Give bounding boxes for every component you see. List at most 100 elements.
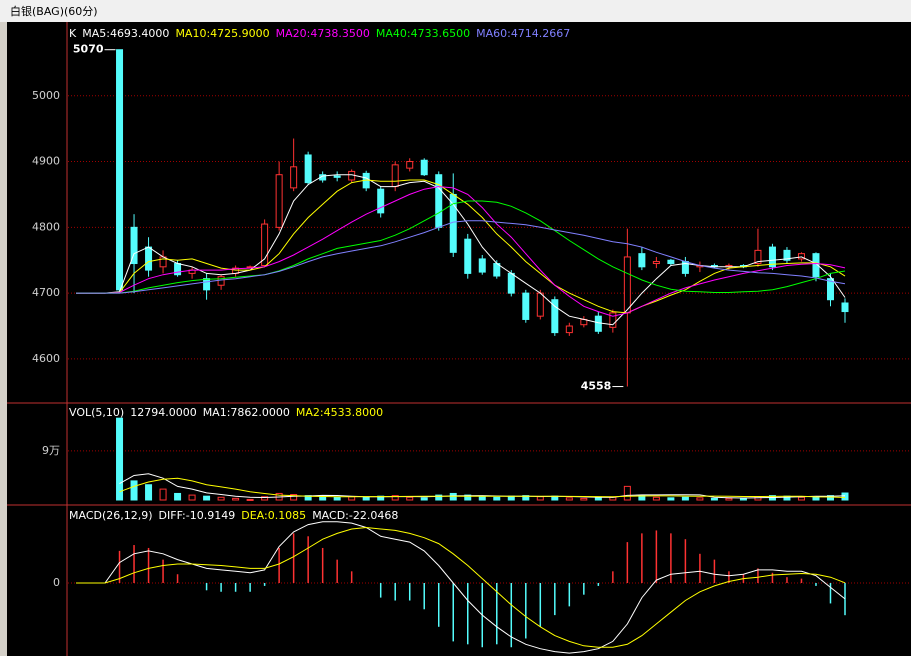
extreme-label: 4558 <box>581 380 612 393</box>
y-tick-label: 4900 <box>32 155 60 168</box>
volume-bar <box>290 494 298 501</box>
candle-body <box>536 292 544 317</box>
volume-bar <box>464 494 472 501</box>
candle-body <box>420 159 428 176</box>
candle-body <box>507 272 515 294</box>
candle-body <box>652 261 660 265</box>
candle-body <box>174 263 182 276</box>
candle-body <box>623 256 631 314</box>
candle-body <box>478 258 486 273</box>
candle-body <box>841 302 849 313</box>
legend-entry: MA10:4725.9000 <box>175 27 269 40</box>
legend-entry: MA5:4693.4000 <box>82 27 169 40</box>
extreme-label: 5070 <box>73 43 104 56</box>
candle-body <box>812 253 820 278</box>
legend-entry: DIFF:-10.9149 <box>159 509 236 522</box>
y-tick-label: 4600 <box>32 352 60 365</box>
candle-body <box>797 253 805 260</box>
volume-bar <box>159 488 167 501</box>
candle-body <box>783 249 791 261</box>
legend-entry: MA2:4533.8000 <box>296 406 383 419</box>
volume-bar <box>667 497 675 501</box>
volume-bar <box>362 496 370 501</box>
candle-body <box>768 246 776 268</box>
left-strip <box>0 22 7 656</box>
candle-body <box>116 49 124 291</box>
candle-body <box>667 259 675 265</box>
legend-entry: MA60:4714.2667 <box>476 27 570 40</box>
y-tick-label: 4800 <box>32 220 60 233</box>
candle-body <box>609 312 617 328</box>
candle-body <box>261 223 269 266</box>
legend-entry: MA40:4733.6500 <box>376 27 470 40</box>
volume-bar <box>841 492 849 501</box>
volume-bar <box>797 496 805 501</box>
ma-line <box>76 186 846 317</box>
volume-bar <box>435 494 443 501</box>
volume-bar <box>145 484 153 501</box>
legend-entry: 12794.0000 <box>130 406 196 419</box>
y-tick-label: 9万 <box>42 444 60 457</box>
volume-bar <box>739 497 747 501</box>
volume-bar <box>333 496 341 501</box>
volume-bar <box>116 417 124 501</box>
y-tick-label: 5000 <box>32 89 60 102</box>
volume-bar <box>232 497 240 501</box>
candle-body <box>130 226 138 265</box>
volume-bar <box>246 498 254 501</box>
volume-bar <box>536 496 544 501</box>
title-bar <box>0 0 911 22</box>
volume-bar <box>319 496 327 501</box>
volume-bar <box>478 496 486 501</box>
volume-bar <box>696 497 704 501</box>
legend-entry: MACD(26,12,9) <box>69 509 153 522</box>
volume-bar <box>174 492 182 501</box>
volume-bar <box>130 480 138 501</box>
ma-line <box>119 477 846 498</box>
candle-body <box>594 315 602 332</box>
candle-body <box>203 278 211 291</box>
ma-line <box>76 179 846 314</box>
ma-line <box>76 174 846 326</box>
candle-body <box>522 292 530 320</box>
legend-entry: MACD:-22.0468 <box>312 509 398 522</box>
candle-body <box>551 299 559 334</box>
volume-bar <box>188 494 196 501</box>
candle-body <box>333 175 341 178</box>
legend-entry: MA20:4738.3500 <box>276 27 370 40</box>
volume-bar <box>522 495 530 501</box>
volume-bar <box>203 495 211 501</box>
candle-body <box>217 276 225 286</box>
ma-line <box>76 220 846 294</box>
legend-entry: MA1:7862.0000 <box>203 406 290 419</box>
ma-line <box>76 526 846 648</box>
volume-bar <box>348 496 356 501</box>
volume-bar <box>681 496 689 501</box>
volume-bar <box>493 496 501 501</box>
candle-body <box>565 325 573 334</box>
ma-line <box>76 200 846 294</box>
candle-body <box>377 188 385 214</box>
volume-bar <box>580 497 588 501</box>
legend-entry: DEA:0.1085 <box>241 509 306 522</box>
volume-bar <box>217 496 225 501</box>
candle-body <box>391 164 399 188</box>
candle-body <box>464 238 472 274</box>
candle-body <box>290 166 298 189</box>
candle-body <box>638 253 646 268</box>
y-tick-label: 4700 <box>32 286 60 299</box>
candle-body <box>145 246 153 271</box>
legend-entry: K <box>69 27 77 40</box>
volume-bar <box>826 495 834 501</box>
legend-entry: VOL(5,10) <box>69 406 124 419</box>
candle-body <box>406 161 414 169</box>
candle-body <box>754 249 762 265</box>
volume-bar <box>406 496 414 501</box>
ma-line <box>76 521 846 654</box>
volume-bar <box>623 485 631 501</box>
candle-body <box>304 154 312 184</box>
volume-bar <box>261 496 269 501</box>
